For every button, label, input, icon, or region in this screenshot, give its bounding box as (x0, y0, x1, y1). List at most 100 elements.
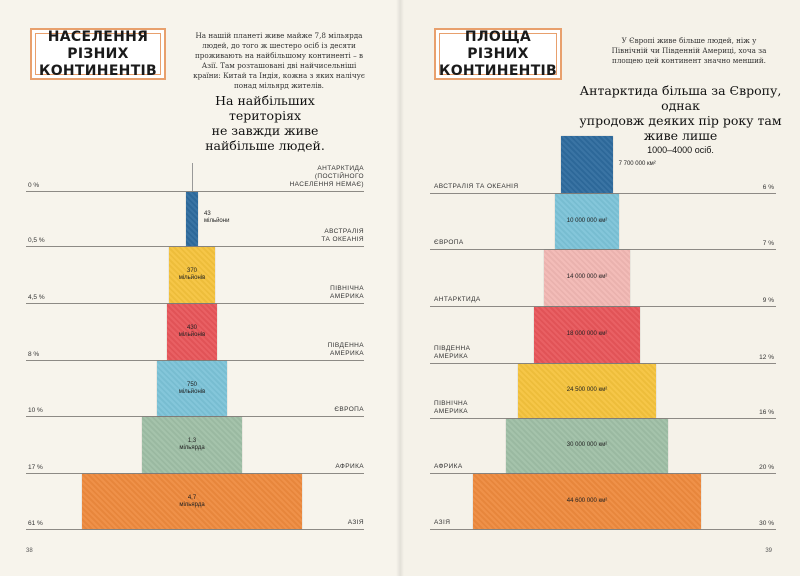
pop-value-1-line-0: 43 (204, 211, 211, 217)
pop-category-5: Африка (335, 463, 364, 471)
area-gridline-1 (430, 249, 776, 250)
left-headline: На найбільших територіях не завжди живе … (180, 93, 350, 153)
pop-gridline-4 (26, 416, 364, 417)
area-gridline-3 (430, 363, 776, 364)
left-intro: На нашій планеті живе майже 7,8 мільярда… (193, 31, 365, 90)
pop-value-1: 43 мільйони (204, 211, 244, 225)
area-category-6-line-0: Азія (434, 519, 451, 526)
pop-bar-6 (82, 474, 302, 529)
pop-value-1-line-1: мільйони (204, 218, 230, 224)
pop-category-1-line-0: Австралія (324, 228, 364, 235)
area-bar-3 (534, 307, 640, 363)
area-category-3-line-1: Америка (434, 353, 469, 360)
area-category-1-line-0: Європа (434, 239, 464, 246)
right-title-line2: континентів (438, 62, 558, 79)
right-intro: У Європі живе більше людей, ніж у Північ… (611, 36, 767, 65)
pop-category-3-line-1: Америка (329, 350, 364, 357)
pop-gridline-2 (26, 303, 364, 304)
left-headline-line1: На найбільших територіях (215, 93, 315, 123)
area-gridline-0 (430, 193, 776, 194)
area-percent-1: 7 % (762, 240, 774, 247)
pop-category-3-line-0: Південна (327, 342, 364, 349)
pop-category-2: Північна Америка (330, 285, 364, 301)
right-title: Площа різних континентів (439, 29, 557, 79)
left-title-line1: Населення різних (47, 28, 149, 62)
area-value-4: 24 500 000 км² (566, 387, 608, 393)
pop-category-0-line-0: Антарктида (317, 165, 364, 172)
pop-category-2-line-1: Америка (329, 293, 364, 300)
pop-percent-1: 0,5 % (28, 237, 45, 244)
pop-gridline-1 (26, 246, 364, 247)
pop-value-6: 4,7 мільярда (162, 495, 222, 509)
area-category-2: Антарктида (434, 296, 481, 304)
area-bar-4 (518, 364, 656, 418)
left-page: Населення різних континентів На нашій пла… (26, 28, 365, 554)
pop-value-2: 370 мільйонів (162, 268, 222, 282)
area-gridline-2 (430, 306, 776, 307)
area-percent-4: 16 % (759, 409, 774, 416)
left-headline-line3: найбільше людей. (205, 138, 325, 153)
pop-gridline-6 (26, 529, 364, 530)
pop-bar-3 (167, 304, 217, 360)
pop-percent-6: 61 % (28, 520, 43, 527)
area-category-4-line-1: Америка (434, 408, 469, 415)
right-headline-line1: Антарктида більша за Європу, однак (579, 83, 782, 113)
area-value-6: 44 600 000 км² (566, 497, 608, 504)
pop-category-6-line-0: Азія (347, 519, 364, 526)
area-percent-2: 9 % (762, 297, 774, 304)
pop-percent-4: 10 % (28, 407, 43, 414)
pop-percent-5: 17 % (28, 464, 43, 471)
area-gridline-4 (430, 418, 776, 419)
area-bar-1 (555, 194, 619, 249)
pop-value-6-line-1: мільярда (179, 501, 205, 508)
area-value-1: 10 000 000 км² (566, 217, 608, 224)
area-category-2-line-0: Антарктида (434, 296, 481, 303)
left-headline-line2: не завжди живе (211, 123, 319, 138)
pop-value-2-line-1: мільйонів (178, 275, 206, 281)
pop-category-5-line-0: Африка (335, 463, 364, 470)
pop-value-4-line-0: 750 (186, 381, 197, 388)
area-category-5-line-0: Африка (434, 463, 463, 470)
right-title-box: Площа різних континентів (434, 28, 562, 80)
pop-gridline-0 (26, 191, 364, 192)
left-title-box: Населення різних континентів (30, 28, 166, 80)
pop-antarctica-stick (192, 163, 193, 191)
right-title-line1: Площа різних (464, 28, 532, 62)
pop-percent-0: 0 % (28, 182, 40, 189)
pop-category-4: Європа (334, 406, 364, 414)
pop-bar-5 (142, 417, 242, 473)
pop-bar-1 (186, 192, 198, 246)
pop-value-4: 750 мільйонів (162, 382, 222, 396)
area-gridline-6 (430, 529, 776, 530)
area-category-5: Африка (434, 463, 463, 471)
pop-category-2-line-0: Північна (330, 285, 364, 292)
area-value-3: 18 000 000 км² (566, 331, 608, 337)
pop-value-5-line-1: мільярда (179, 445, 205, 451)
pop-category-0-line-1: (постійного (314, 173, 364, 180)
area-value-5: 30 000 000 км² (566, 442, 608, 448)
pop-category-6: Азія (348, 519, 364, 527)
area-category-6: Азія (434, 519, 450, 527)
right-headline-line3: 1000–4000 осіб. (647, 145, 714, 155)
pop-gridline-3 (26, 360, 364, 361)
area-percent-0: 6 % (762, 184, 774, 191)
pop-category-1-line-1: та Океанія (321, 236, 364, 243)
area-category-0: Австралія та Океанія (434, 183, 518, 191)
area-gridline-5 (430, 473, 776, 474)
left-title-line2: континентів (38, 62, 158, 79)
pop-value-6-line-0: 4,7 (187, 494, 197, 501)
left-title: Населення різних континентів (35, 29, 161, 79)
left-page-number: 38 (26, 548, 33, 554)
area-category-3: Південна Америка (434, 345, 470, 361)
area-category-4: Північна Америка (434, 400, 468, 416)
book-gutter (396, 0, 404, 576)
area-percent-3: 12 % (759, 354, 774, 361)
area-bar-0 (561, 136, 613, 193)
pop-value-2-line-0: 370 (186, 268, 197, 274)
pop-value-4-line-1: мільйонів (178, 388, 206, 395)
pop-value-5: 1,3 мільярда (162, 438, 222, 452)
pop-value-3-line-0: 430 (186, 325, 197, 331)
area-category-3-line-0: Південна (434, 345, 471, 352)
right-headline: Антарктида більша за Європу, однак упрод… (578, 83, 783, 158)
area-category-1: Європа (434, 239, 464, 247)
